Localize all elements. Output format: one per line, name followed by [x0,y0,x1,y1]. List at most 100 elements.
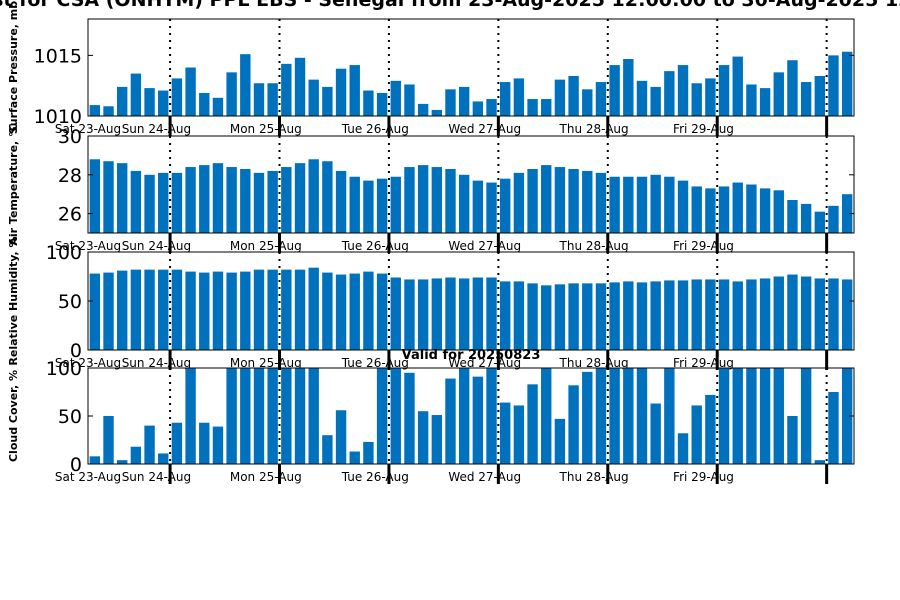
air-temperature-bar [541,165,552,233]
cloud-cover-bar [841,368,853,464]
cloud-cover-bar [732,368,743,464]
relative-humidity-ylabel: Relative Humidity, % [7,236,20,365]
air-temperature-bar [828,205,839,233]
surface-pressure-bar [623,59,634,116]
relative-humidity-bar [759,278,771,350]
cloud-cover-bar [335,410,347,464]
cloud-cover-bar [650,403,661,464]
day-label: Thu 28-Aug [559,239,629,253]
surface-pressure-bar [664,71,675,116]
cloud-cover-bar [103,416,114,464]
day-label: Sat 23-Aug [55,122,121,136]
air-temperature-bar [349,176,360,233]
relative-humidity-bar [130,269,142,350]
air-temperature-bar [650,174,661,233]
surface-pressure-bar [650,86,661,116]
surface-pressure-bar [431,109,443,116]
relative-humidity-bar [445,277,456,350]
air-temperature-bar [595,172,607,233]
cloud-cover-bar [486,368,497,464]
relative-humidity-bar [404,279,415,350]
air-temperature-axes-frame [87,135,855,234]
cloud-cover-bar [746,368,757,464]
relative-humidity-bar [390,277,401,350]
relative-humidity-bar [554,284,566,350]
day-label: Wed 27-Aug [448,122,521,136]
relative-humidity-bar [185,271,196,350]
cloud-cover-bar [144,425,155,464]
surface-pressure-bar [103,106,114,116]
surface-pressure-bar [349,65,360,116]
surface-pressure-bar [445,89,456,116]
air-temperature-bar [89,159,101,233]
air-temperature-bar [144,174,155,233]
y-tick-label: 100 [46,242,82,264]
y-tick-label: 50 [58,406,82,428]
air-temperature-bar [431,167,443,233]
cloud-cover-bar [390,368,401,464]
cloud-cover-bar [814,460,826,464]
cloud-cover-bar [582,371,593,464]
y-tick-label: 0 [70,454,82,476]
air-temperature-bar [636,176,648,233]
cloud-cover-bar [404,372,415,464]
air-temperature-bar [363,180,374,233]
surface-pressure-bar [787,60,798,116]
relative-humidity-bar [732,281,743,350]
relative-humidity-bar [171,269,183,350]
surface-pressure-bar [472,101,484,116]
surface-pressure-bar [212,97,224,116]
day-label: Tue 26-Aug [341,239,409,253]
surface-pressure-bar [144,88,155,116]
air-temperature-bar [390,176,401,233]
surface-pressure-bar [595,82,607,116]
surface-pressure-bar [486,99,497,116]
day-label: Thu 28-Aug [559,122,629,136]
relative-humidity-bar [800,276,812,350]
cloud-cover-bar [130,446,142,464]
relative-humidity-bar [541,285,552,350]
y-tick-label: 100 [46,358,82,380]
surface-pressure-bar [185,67,196,116]
relative-humidity-bar [199,272,210,350]
relative-humidity-bar [746,279,757,350]
cloud-cover-bar [253,368,265,464]
cloud-cover-bar [322,435,333,464]
air-temperature-bar [623,176,634,233]
air-temperature-bar [281,167,292,233]
day-label: Wed 27-Aug [448,470,521,484]
relative-humidity-bar [527,283,538,350]
day-label: Sat 23-Aug [55,239,121,253]
cloud-cover-bar [664,368,675,464]
surface-pressure-bar [759,88,771,116]
air-temperature-bar [212,163,224,233]
air-temperature-bar [171,172,183,233]
relative-humidity-bar [363,271,374,350]
cloud-cover-bar [513,405,525,464]
cloud-cover-bar [199,422,210,464]
cloud-cover-bar [294,368,306,464]
surface-pressure-ylabel: Surface Pressure, mb [7,1,20,134]
air-temperature-bar [335,170,347,233]
surface-pressure-bar [253,83,265,116]
air-temperature-bar [705,188,716,233]
cloud-cover-bar [828,392,839,464]
cloud-cover-bar [363,441,374,464]
relative-humidity-bar [376,273,388,350]
air-temperature-bar [691,186,702,233]
cloud-cover-bar [787,416,798,464]
air-temperature-bar [677,180,689,233]
air-temperature-bar [773,190,784,233]
air-temperature-bar [103,161,114,233]
day-label: Fri 29-Aug [673,122,734,136]
day-label: Sat 23-Aug [55,356,121,370]
relative-humidity-bar [294,269,306,350]
air-temperature-bar [226,167,237,233]
surface-pressure-bar [117,86,128,116]
air-temperature-bar [732,182,743,233]
air-temperature-bar [787,200,798,233]
air-temperature-bar [308,159,319,233]
air-temperature-bar [376,178,388,233]
relative-humidity-bar [144,269,155,350]
relative-humidity-bar [486,277,497,350]
